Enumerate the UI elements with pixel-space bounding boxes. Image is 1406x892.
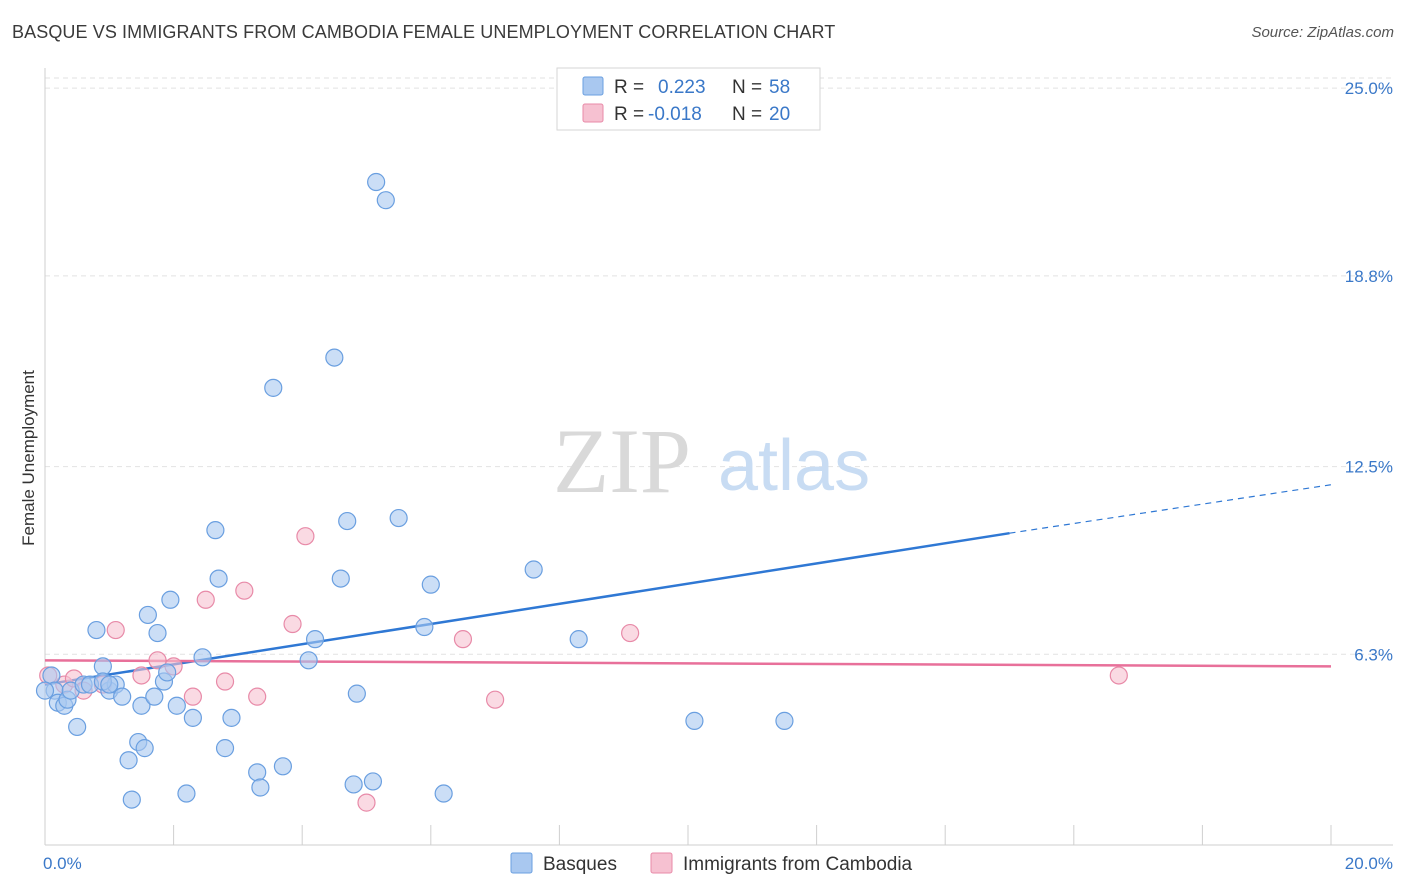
- basque-point: [415, 617, 434, 637]
- axis-layer: [44, 68, 1393, 846]
- cambodia-swatch: [582, 103, 604, 123]
- basque-point: [347, 684, 366, 703]
- basque-point: [338, 511, 357, 531]
- legend-n-label-cambodia: N =: [732, 104, 762, 125]
- basque-point: [344, 775, 363, 794]
- basque-point: [167, 696, 186, 715]
- watermark: ZIP atlas: [553, 410, 870, 512]
- basque-point: [685, 711, 704, 730]
- basque-point: [135, 739, 154, 758]
- tick-label-layer: 6.3% 12.5% 18.8% 25.0% 0.0% 20.0%: [43, 79, 1393, 873]
- basque-point: [122, 790, 141, 809]
- bottom-legend-basque-swatch: [510, 852, 533, 874]
- basque-point: [119, 751, 138, 770]
- cambodia-point: [283, 614, 302, 634]
- basque-point: [161, 590, 180, 609]
- series-legend: Basques Immigrants from Cambodia: [510, 852, 913, 875]
- basque-point: [248, 763, 267, 782]
- cambodia-point: [148, 651, 167, 670]
- grid-layer: [45, 77, 1393, 655]
- bottom-legend-basques: Basques: [543, 854, 617, 875]
- basque-point: [222, 708, 241, 727]
- legend-n-value-cambodia: 20: [769, 104, 790, 125]
- legend-r-label-cambodia: R =: [614, 104, 644, 125]
- cambodia-point: [132, 666, 151, 685]
- points-layer: [35, 172, 1128, 812]
- basque-point: [183, 708, 202, 727]
- legend-r-value-cambodia: -0.018: [648, 104, 702, 125]
- y-tick-label: 12.5%: [1345, 458, 1393, 477]
- x-tick-label: 0.0%: [43, 854, 82, 873]
- basque-point: [421, 575, 440, 594]
- y-tick-label: 25.0%: [1345, 79, 1393, 98]
- cambodia-point: [1109, 666, 1128, 685]
- basque-point: [251, 778, 270, 797]
- basque-point: [132, 696, 151, 715]
- legend-r-label-basque: R =: [614, 77, 644, 98]
- legend-n-label-basque: N =: [732, 77, 762, 98]
- cambodia-point: [106, 620, 125, 640]
- source-note: Source: ZipAtlas.com: [1251, 24, 1394, 41]
- basque-point: [100, 675, 119, 694]
- basque-point: [331, 569, 350, 588]
- basque-point: [158, 663, 177, 682]
- basque-point: [138, 605, 157, 625]
- basque-point: [273, 757, 293, 776]
- cambodia-point: [453, 630, 473, 649]
- basque-point: [434, 784, 453, 803]
- y-tick-label: 6.3%: [1354, 645, 1393, 664]
- cambodia-point: [215, 672, 235, 691]
- basque-point: [325, 348, 344, 367]
- basque-point: [209, 569, 228, 588]
- cambodia-point: [357, 793, 376, 812]
- basque-point: [376, 191, 395, 210]
- basque-point: [35, 681, 55, 700]
- basque-point: [299, 651, 318, 670]
- stats-legend: R = 0.223 N = 58 R = -0.018 N = 20: [556, 67, 821, 131]
- basque-swatch: [582, 76, 604, 96]
- basque-point: [264, 378, 283, 397]
- x-tick-label: 20.0%: [1345, 854, 1393, 873]
- cambodia-point: [486, 690, 505, 709]
- basque-point: [145, 687, 164, 706]
- watermark-atlas: atlas: [718, 426, 870, 506]
- bottom-legend-cambodia-swatch: [650, 852, 673, 874]
- chart-title: BASQUE VS IMMIGRANTS FROM CAMBODIA FEMAL…: [12, 22, 836, 42]
- cambodia-point: [296, 527, 315, 546]
- basque-point: [42, 666, 61, 685]
- cambodia-point: [183, 687, 202, 706]
- legend-n-value-basque: 58: [769, 77, 790, 98]
- y-tick-label: 18.8%: [1345, 267, 1393, 286]
- basque-point: [524, 560, 543, 579]
- basque-point: [389, 508, 408, 528]
- basque-point: [363, 772, 383, 791]
- basque-point: [113, 687, 132, 706]
- basque-point: [775, 711, 794, 730]
- basque-point: [148, 623, 167, 643]
- cambodia-point: [248, 687, 267, 706]
- basque-point: [87, 620, 106, 640]
- legend-r-value-basque: 0.223: [658, 77, 706, 98]
- cambodia-point: [621, 623, 640, 643]
- basque-point: [215, 739, 235, 758]
- watermark-zip: ZIP: [553, 410, 691, 512]
- basque-point: [206, 521, 225, 540]
- basque-point: [193, 648, 212, 667]
- basque-point: [367, 172, 386, 192]
- basque-point: [177, 784, 196, 803]
- basque-trend-extension: [1009, 484, 1332, 534]
- basque-point: [68, 717, 87, 737]
- basque-point: [569, 630, 588, 649]
- basque-point: [305, 630, 325, 649]
- cambodia-point: [235, 581, 254, 600]
- cambodia-trend-line: [44, 659, 1332, 668]
- cambodia-point: [196, 590, 215, 609]
- y-axis-label: Female Unemployment: [19, 370, 38, 546]
- bottom-legend-cambodia: Immigrants from Cambodia: [683, 854, 913, 875]
- basque-point: [93, 657, 112, 676]
